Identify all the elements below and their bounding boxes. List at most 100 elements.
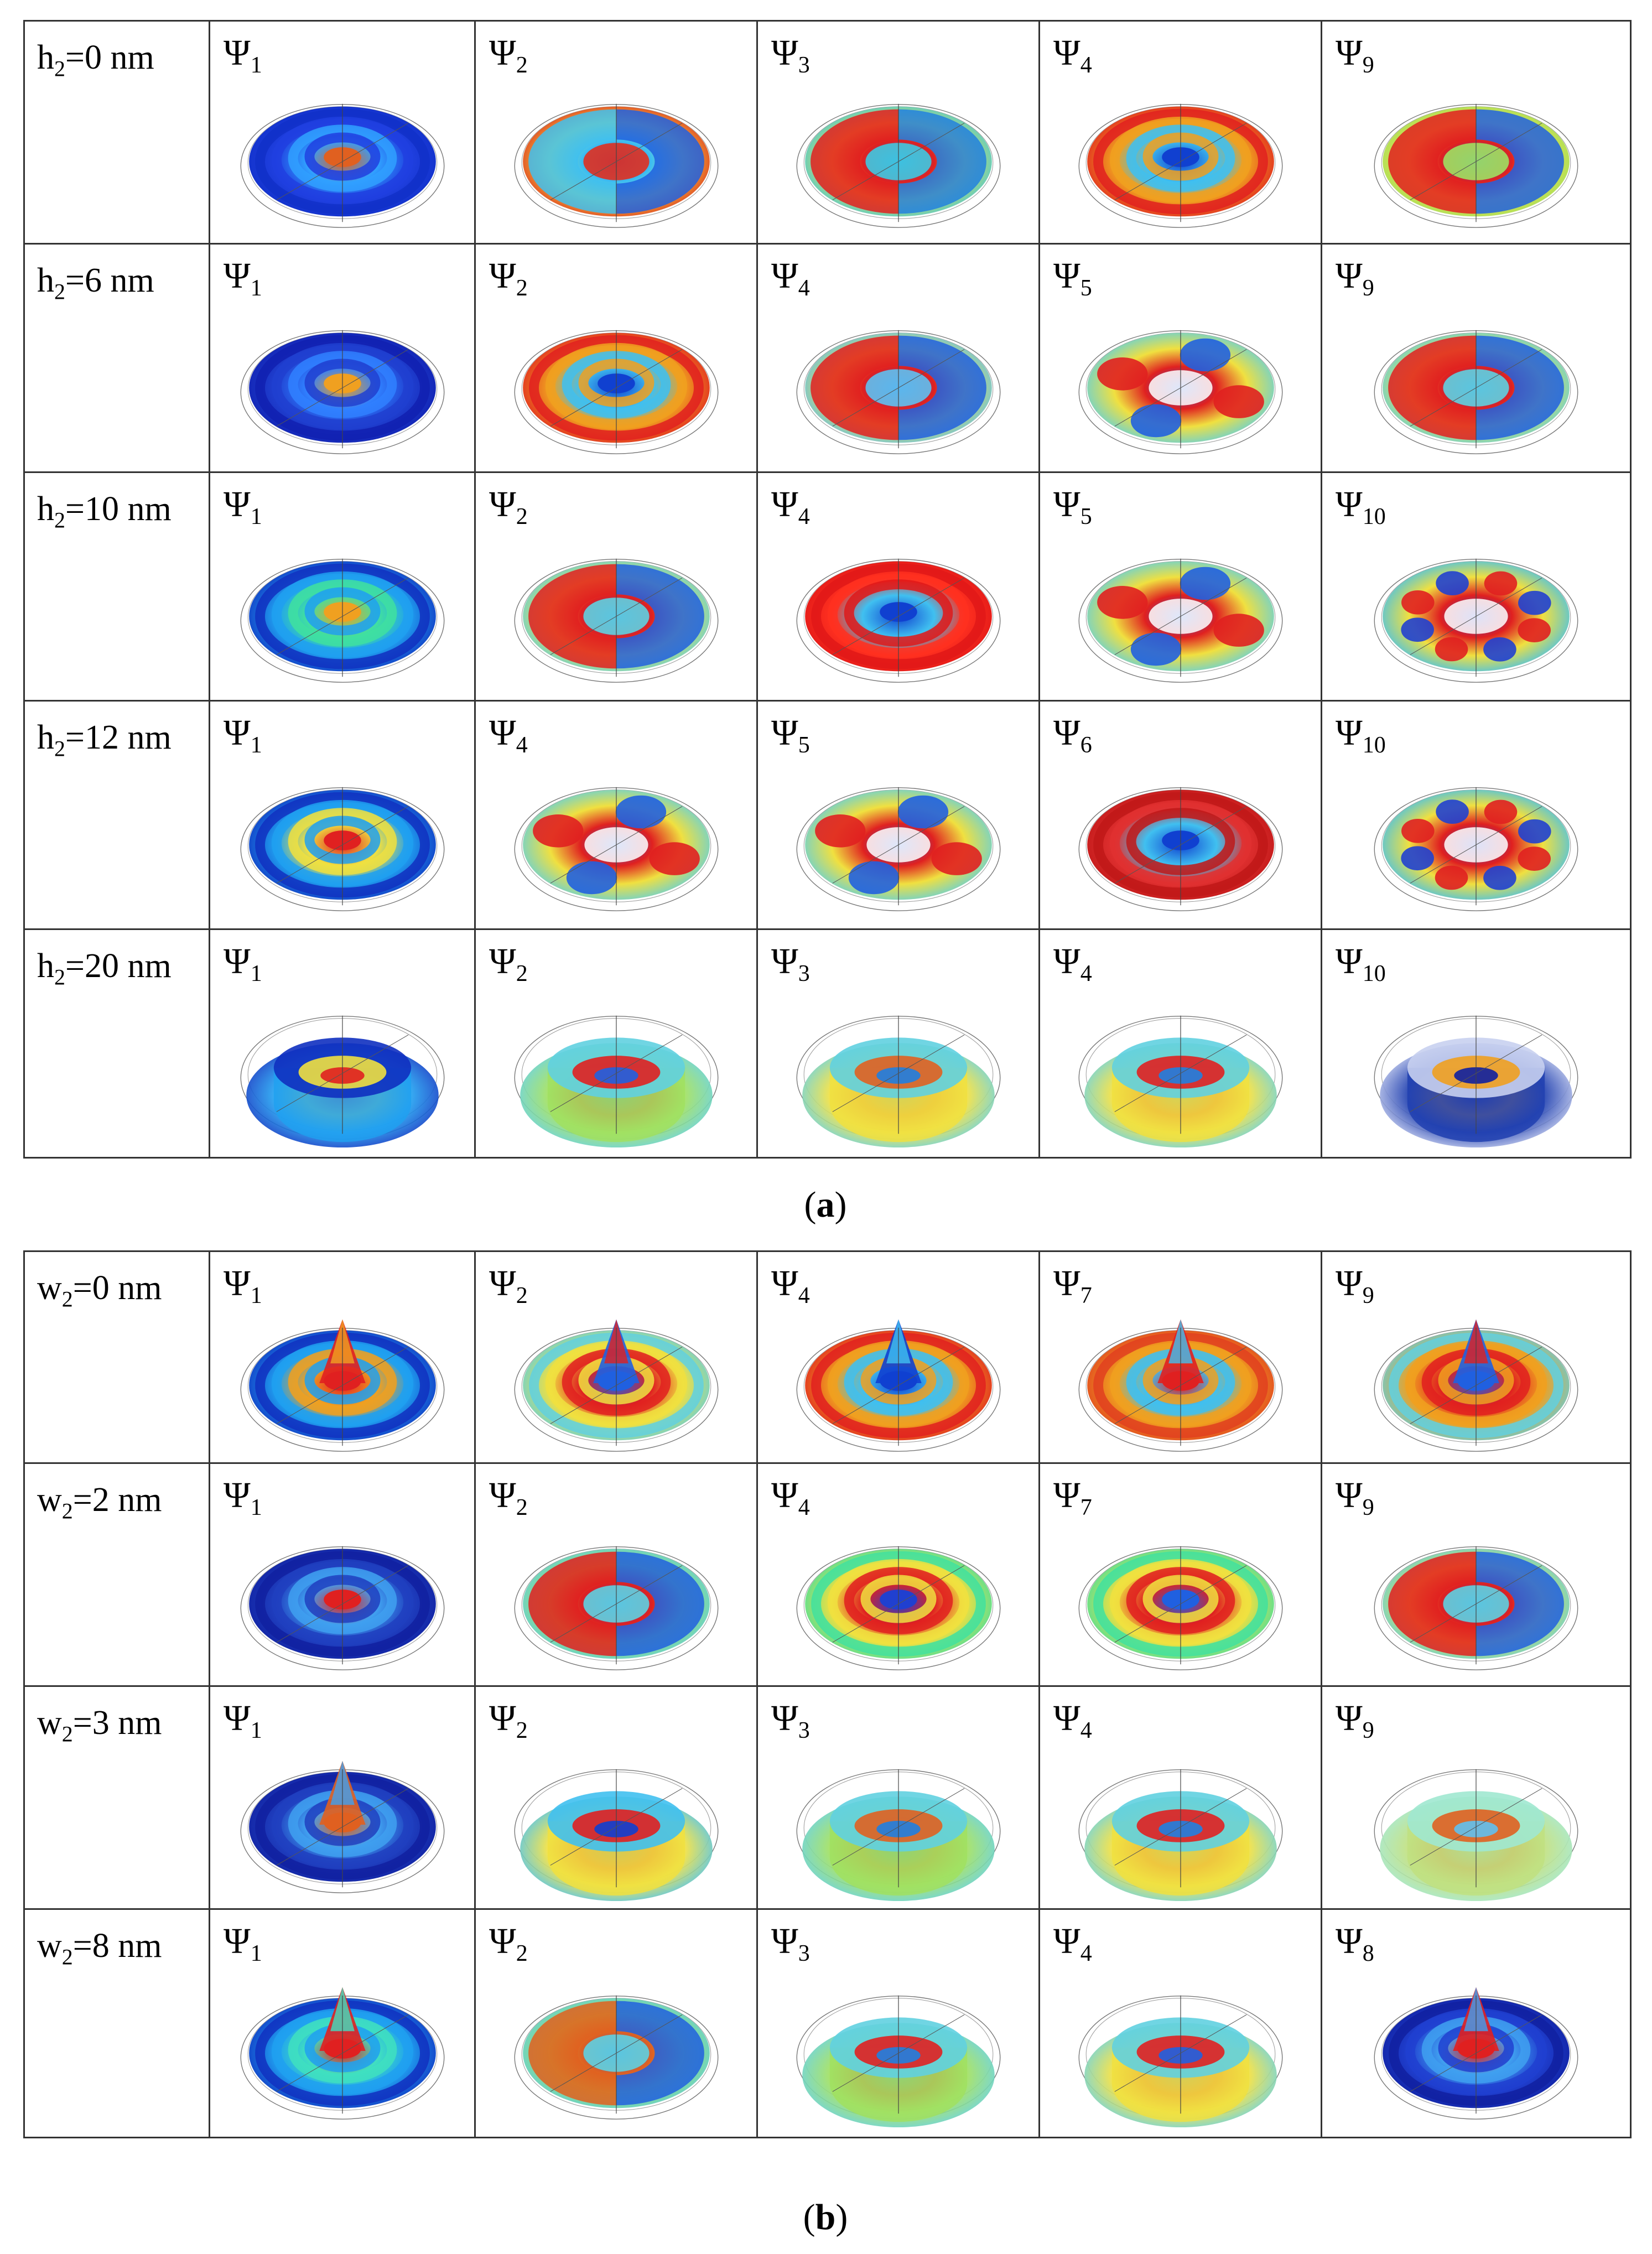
psi-index: 4 [516,733,528,759]
axis-lines [1114,787,1246,906]
psi-label: Ψ9 [1336,35,1374,77]
row-label-cell: h2=12 nm [23,700,210,930]
row-label-subscript: 2 [54,279,65,304]
wavefunction-cell: Ψ9 [1321,243,1632,473]
axis-lines [1410,103,1542,222]
psi-index: 1 [250,961,262,987]
wavefunction-cell: Ψ5 [756,700,1040,930]
psi-index: 4 [1080,53,1092,79]
axis-lines [276,787,408,906]
row-label-variable: h [37,262,54,299]
psi-symbol: Ψ [1053,1698,1080,1738]
row-label-value: =8 nm [72,1927,162,1965]
row-label-variable: w [37,1481,62,1519]
panel-b-caption-letter: b [815,2197,836,2237]
surface-lobe [1483,866,1516,890]
wavefunction-cell: Ψ5 [1038,471,1322,702]
surface-lobe [1097,586,1147,619]
row-label: h2=10 nm [25,473,209,533]
psi-label: Ψ9 [1336,1700,1374,1744]
axis-lines [832,1327,964,1446]
table-row: w2=2 nm Ψ1 Ψ2 Ψ4 Ψ7 Ψ9 [23,1462,1632,1687]
surface-lobe [1213,385,1264,419]
psi-symbol: Ψ [489,484,516,524]
axis-lines [1410,1015,1542,1134]
psi-label: Ψ2 [489,1475,528,1521]
surface-lobe [1213,614,1264,647]
wavefunction-cell: Ψ10 [1321,471,1632,702]
psi-symbol: Ψ [1336,484,1363,524]
surface-lobe [528,109,616,214]
surface-lobe [528,1551,616,1656]
axis-lines [832,1015,964,1134]
psi-symbol: Ψ [1336,1263,1363,1303]
axis-lines [832,330,964,449]
psi-index: 6 [1080,733,1092,759]
psi-index: 3 [798,1718,810,1744]
psi-label: Ψ1 [224,1265,262,1308]
psi-symbol: Ψ [771,713,798,753]
surface-lobe [1436,799,1469,824]
axis-lines [276,1995,408,2114]
psi-index: 1 [250,1718,262,1744]
psi-symbol: Ψ [224,941,251,981]
panel-a-caption: (a) [804,1185,847,1225]
psi-label: Ψ4 [771,1477,810,1520]
surface-lobe [1484,571,1518,596]
surface-lobe [897,795,948,829]
wavefunction-cell: Ψ10 [1321,928,1632,1159]
psi-symbol: Ψ [771,484,798,524]
psi-index: 10 [1362,504,1386,530]
wavefunction-plot [796,1546,1000,1670]
row-label-value: =0 nm [65,39,154,76]
surface-lobe [1484,799,1518,824]
psi-label: Ψ2 [489,1265,528,1309]
psi-symbol: Ψ [1053,33,1080,73]
row-label-subscript: 2 [61,1944,73,1970]
psi-symbol: Ψ [489,1475,516,1515]
psi-symbol: Ψ [1053,941,1080,981]
row-label-variable: h [37,719,54,756]
wavefunction-cell: Ψ3 [756,1908,1040,2138]
row-label-cell: h2=10 nm [23,471,210,702]
wavefunction-cell: Ψ2 [474,1250,758,1464]
row-label-cell: w2=2 nm [23,1462,210,1687]
row-label-variable: h [37,490,54,528]
psi-symbol: Ψ [1336,1921,1363,1961]
psi-index: 2 [516,1718,528,1744]
psi-index: 2 [516,1495,528,1521]
psi-index: 3 [798,53,810,79]
psi-label: Ψ7 [1053,1477,1092,1520]
wavefunction-cell: Ψ1 [209,471,476,702]
row-label-subscript: 2 [61,1498,73,1524]
psi-label: Ψ9 [1336,1263,1374,1308]
wavefunction-plot [240,1015,444,1148]
psi-index: 9 [1362,276,1374,302]
panel-b-caption: (b) [803,2197,848,2237]
wavefunction-plot [796,558,1000,683]
psi-symbol: Ψ [771,33,798,73]
wavefunction-plot [1374,558,1578,683]
wavefunction-plot [796,103,1000,228]
wavefunction-cell: Ψ2 [474,471,758,702]
wavefunction-plot [1374,1987,1578,2120]
psi-index: 3 [798,961,810,987]
psi-symbol: Ψ [771,941,798,981]
psi-label: Ψ6 [1053,715,1092,757]
axis-lines [1410,558,1542,677]
psi-index: 2 [516,1283,528,1309]
psi-index: 5 [798,733,810,759]
wavefunction-plot [514,1319,718,1452]
wavefunction-cell: Ψ1 [209,1250,476,1464]
psi-index: 9 [1362,1718,1374,1744]
wavefunction-cell: Ψ3 [756,1685,1040,1910]
wavefunction-plot [1078,103,1282,228]
wavefunction-plot [1374,103,1578,228]
psi-index: 2 [516,504,528,530]
surface-lobe [566,861,617,895]
psi-symbol: Ψ [224,713,251,753]
psi-label: Ψ1 [224,715,262,757]
axis-lines [550,330,682,449]
wavefunction-cell: Ψ7 [1038,1462,1322,1687]
psi-label: Ψ1 [224,258,262,300]
